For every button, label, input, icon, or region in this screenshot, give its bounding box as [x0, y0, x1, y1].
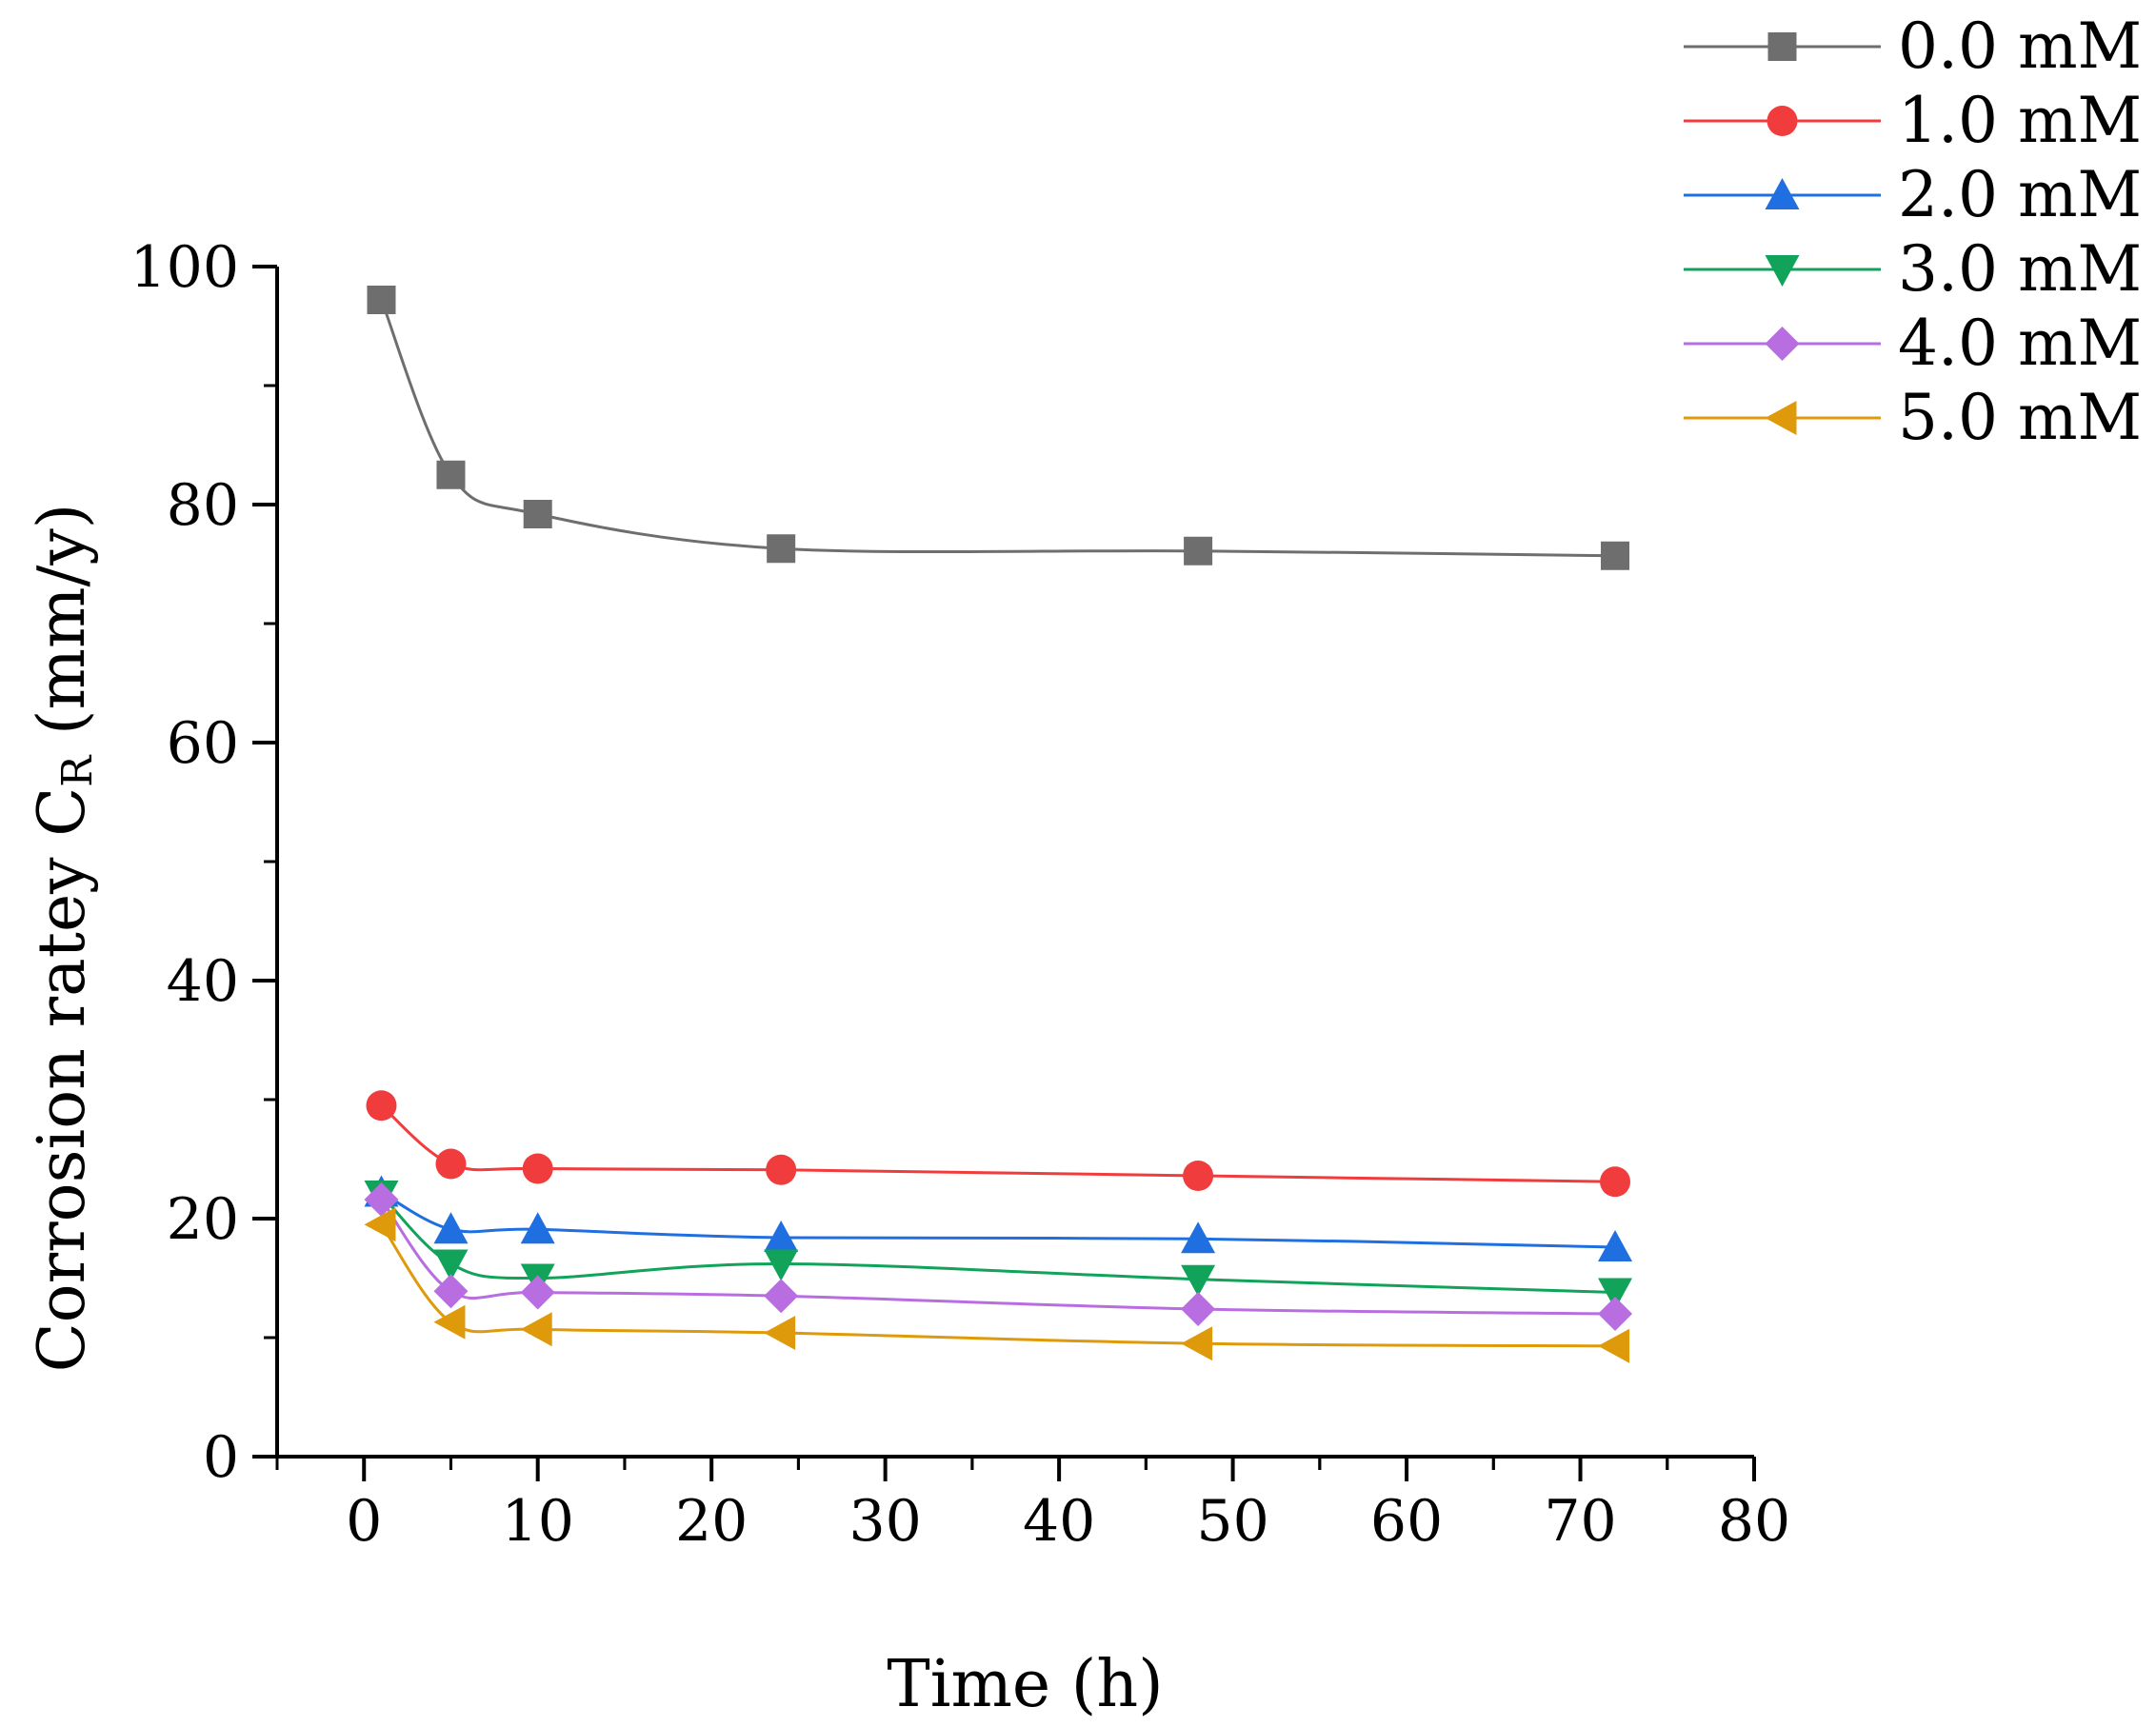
data-point	[1601, 541, 1630, 570]
data-point	[1181, 1292, 1216, 1326]
legend-marker	[1767, 106, 1798, 136]
axis-layer: 0 10 20 30 40 50 60 70 80 0 20 40 60 80 100	[130, 234, 1790, 1555]
legend: 0.0 mM1.0 mM2.0 mM3.0 mM4.0 mM5.0 mM	[1684, 10, 2142, 454]
data-point	[433, 1249, 469, 1281]
x-tick-label: 0	[346, 1488, 382, 1555]
data-point	[520, 1212, 555, 1244]
data-point	[364, 1207, 396, 1242]
y-axis-title: Corrosion ratey CR (mm/y)	[25, 504, 102, 1373]
legend-label: 0.0 mM	[1898, 10, 2142, 83]
series-line	[380, 1104, 1616, 1183]
data-point	[1183, 1161, 1214, 1191]
data-point	[1181, 1221, 1216, 1254]
x-tick-label: 40	[1023, 1488, 1095, 1555]
legend-item: 5.0 mM	[1684, 381, 2142, 454]
y-tick-label: 20	[167, 1186, 239, 1253]
legend-item: 2.0 mM	[1684, 158, 2142, 231]
series-line	[380, 299, 1616, 558]
x-axis-title: Time (h)	[887, 1647, 1163, 1722]
series-line	[380, 1191, 1616, 1249]
series-5	[364, 1207, 1630, 1363]
legend-marker	[1767, 32, 1797, 61]
legend-item: 3.0 mM	[1684, 232, 2142, 306]
legend-marker	[1765, 255, 1800, 287]
data-point	[1598, 1297, 1633, 1331]
legend-label: 1.0 mM	[1898, 84, 2142, 157]
y-tick-label: 100	[130, 234, 239, 301]
legend-marker	[1765, 401, 1797, 435]
data-point	[366, 1090, 397, 1122]
data-point	[436, 460, 466, 489]
data-point	[1184, 536, 1213, 566]
x-tick-label: 70	[1544, 1488, 1616, 1555]
data-point	[1598, 1328, 1630, 1363]
x-tick-label: 60	[1370, 1488, 1443, 1555]
y-axis-title-units: (mm/y)	[25, 504, 100, 756]
legend-item: 4.0 mM	[1684, 307, 2142, 380]
y-axis-title-main: Corrosion ratey C	[25, 787, 100, 1373]
series-3	[364, 1181, 1633, 1310]
y-tick-label: 80	[167, 472, 239, 539]
legend-label: 2.0 mM	[1898, 158, 2142, 231]
legend-label: 3.0 mM	[1898, 232, 2142, 306]
data-point	[1600, 1166, 1631, 1198]
data-point	[764, 1279, 799, 1314]
series-0	[367, 286, 1630, 570]
x-tick-label: 30	[848, 1488, 921, 1555]
series-line	[380, 1199, 1616, 1316]
data-point	[764, 1221, 799, 1252]
legend-item: 0.0 mM	[1684, 10, 2142, 83]
series-1	[366, 1090, 1631, 1198]
data-point	[766, 1154, 797, 1185]
x-tick-label: 80	[1718, 1488, 1790, 1555]
data-point	[1181, 1326, 1213, 1361]
data-point	[367, 286, 396, 314]
data-point	[522, 1153, 553, 1184]
data-point	[764, 1249, 799, 1281]
legend-item: 1.0 mM	[1684, 84, 2142, 157]
x-tick-label: 50	[1196, 1488, 1268, 1555]
y-axis-title-subscript: R	[53, 754, 102, 787]
plot-layer	[364, 286, 1633, 1363]
data-point	[1598, 1230, 1633, 1261]
x-tick-label: 10	[502, 1488, 574, 1555]
y-tick-label: 40	[167, 948, 239, 1015]
y-tick-label: 0	[203, 1424, 239, 1491]
legend-marker	[1765, 178, 1800, 209]
data-point	[433, 1274, 469, 1309]
data-point	[764, 1316, 796, 1350]
legend-label: 4.0 mM	[1898, 307, 2142, 380]
series-4	[364, 1182, 1633, 1331]
legend-label: 5.0 mM	[1898, 381, 2142, 454]
series-2	[364, 1175, 1633, 1261]
data-point	[435, 1148, 467, 1180]
data-point	[520, 1312, 552, 1347]
legend-marker	[1765, 327, 1800, 361]
data-point	[364, 1182, 399, 1217]
data-point	[1598, 1278, 1633, 1310]
data-point	[523, 500, 552, 528]
data-point	[520, 1275, 555, 1310]
data-point	[433, 1304, 466, 1340]
data-point	[1181, 1264, 1216, 1297]
y-tick-label: 60	[167, 710, 239, 777]
x-tick-label: 20	[675, 1488, 748, 1555]
data-point	[767, 534, 796, 564]
data-point	[433, 1212, 469, 1244]
